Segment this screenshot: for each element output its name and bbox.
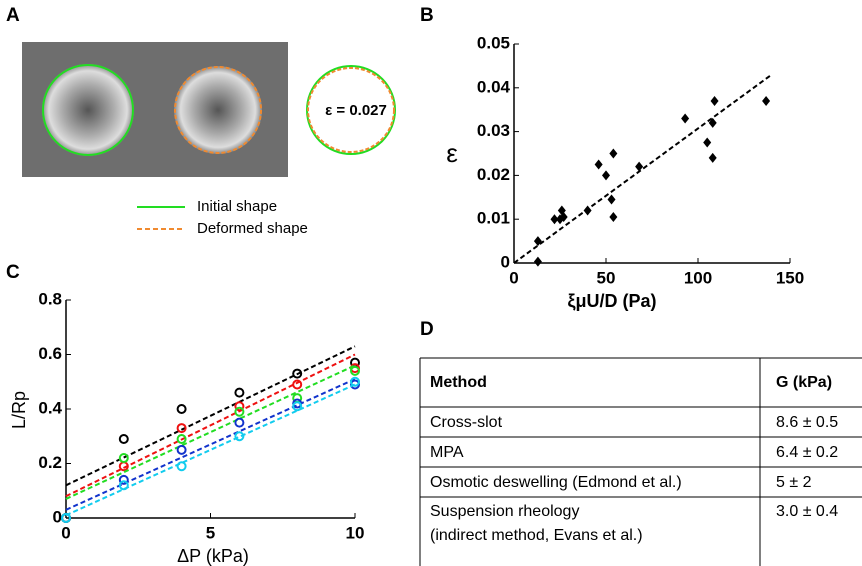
table-cell: Osmotic deswelling (Edmond et al.) [430, 474, 682, 491]
table-cell: 3.0 ± 0.4 [776, 503, 838, 520]
deformed-shape [307, 67, 395, 153]
y-axis-label: ε [446, 138, 458, 168]
fit-line [513, 73, 773, 264]
x-tick-label: 100 [684, 268, 712, 287]
point [609, 148, 618, 159]
table-cell: 6.4 ± 0.2 [776, 444, 838, 461]
point [708, 117, 717, 128]
y-tick-label: 0.2 [38, 453, 62, 472]
panel-letter: B [420, 5, 434, 26]
point [234, 406, 245, 417]
x-tick-label: 5 [206, 523, 215, 542]
point [609, 212, 618, 223]
point [118, 453, 129, 464]
y-tick-label: 0.6 [38, 344, 62, 363]
y-tick-label: 0.8 [38, 289, 62, 308]
point [710, 95, 719, 106]
x-tick-label: 0 [509, 268, 518, 287]
fit-line [65, 364, 356, 500]
y-tick-label: 0.04 [477, 77, 511, 96]
y-axis-label: L/Rp [9, 391, 29, 429]
point [350, 376, 360, 387]
y-tick-label: 0 [53, 507, 62, 526]
point [176, 433, 187, 444]
point [635, 161, 644, 172]
initial-contour [42, 64, 134, 156]
table-header: Method [430, 374, 487, 391]
point [118, 433, 129, 444]
point [533, 256, 542, 267]
point [607, 194, 616, 205]
point [533, 236, 542, 247]
table-header: G (kPa) [776, 374, 832, 391]
y-tick-label: 0.03 [477, 121, 510, 140]
point [350, 365, 360, 376]
deformed-contour [174, 66, 262, 154]
point [602, 170, 610, 181]
y-tick-label: 0.05 [477, 33, 510, 52]
table-cell: 5 ± 2 [776, 474, 812, 491]
point [550, 214, 559, 225]
point [234, 387, 245, 398]
panel-letter: A [6, 5, 20, 26]
table-cell: 8.6 ± 0.5 [776, 414, 838, 431]
point [176, 461, 187, 472]
point [292, 379, 303, 390]
x-tick-label: 10 [346, 523, 365, 542]
y-tick-label: 0.01 [477, 209, 510, 228]
table-cell: (indirect method, Evans et al.) [430, 527, 643, 544]
panel-letter: C [6, 262, 20, 283]
fit-line [65, 353, 356, 498]
point [708, 152, 717, 163]
point [176, 404, 187, 414]
legend-label: Initial shape [197, 198, 277, 215]
fit-line [65, 378, 356, 511]
point [176, 444, 187, 455]
y-tick-label: 0.4 [38, 398, 62, 417]
legend-label: Deformed shape [197, 220, 308, 237]
point [583, 205, 592, 216]
point [594, 159, 603, 170]
table-cell: Cross-slot [430, 414, 503, 431]
x-tick-label: 150 [776, 268, 804, 287]
point [118, 474, 129, 485]
y-tick-label: 0 [501, 252, 510, 271]
point [234, 431, 245, 442]
point [292, 368, 303, 379]
micrograph-cell [174, 66, 262, 154]
point [176, 423, 187, 434]
micrograph-cell [42, 64, 134, 156]
x-axis-label: ΔP (kPa) [177, 546, 249, 566]
x-tick-label: 0 [61, 523, 70, 542]
point [703, 137, 712, 148]
table-cell: Suspension rheology [430, 503, 579, 520]
point [234, 417, 245, 428]
y-tick-label: 0.02 [477, 165, 510, 184]
point [762, 95, 771, 106]
point [118, 480, 129, 491]
point [559, 212, 568, 223]
x-axis-label: ξμU/D (Pa) [567, 291, 656, 312]
epsilon-label: ε = 0.027 [325, 102, 387, 119]
point [234, 401, 245, 412]
fit-line [65, 345, 356, 487]
fit-line [65, 383, 356, 517]
point [681, 113, 690, 124]
table-cell: MPA [430, 444, 464, 461]
x-tick-label: 50 [597, 268, 616, 287]
point [292, 401, 303, 412]
point [61, 513, 71, 523]
panel-letter: D [420, 319, 434, 340]
